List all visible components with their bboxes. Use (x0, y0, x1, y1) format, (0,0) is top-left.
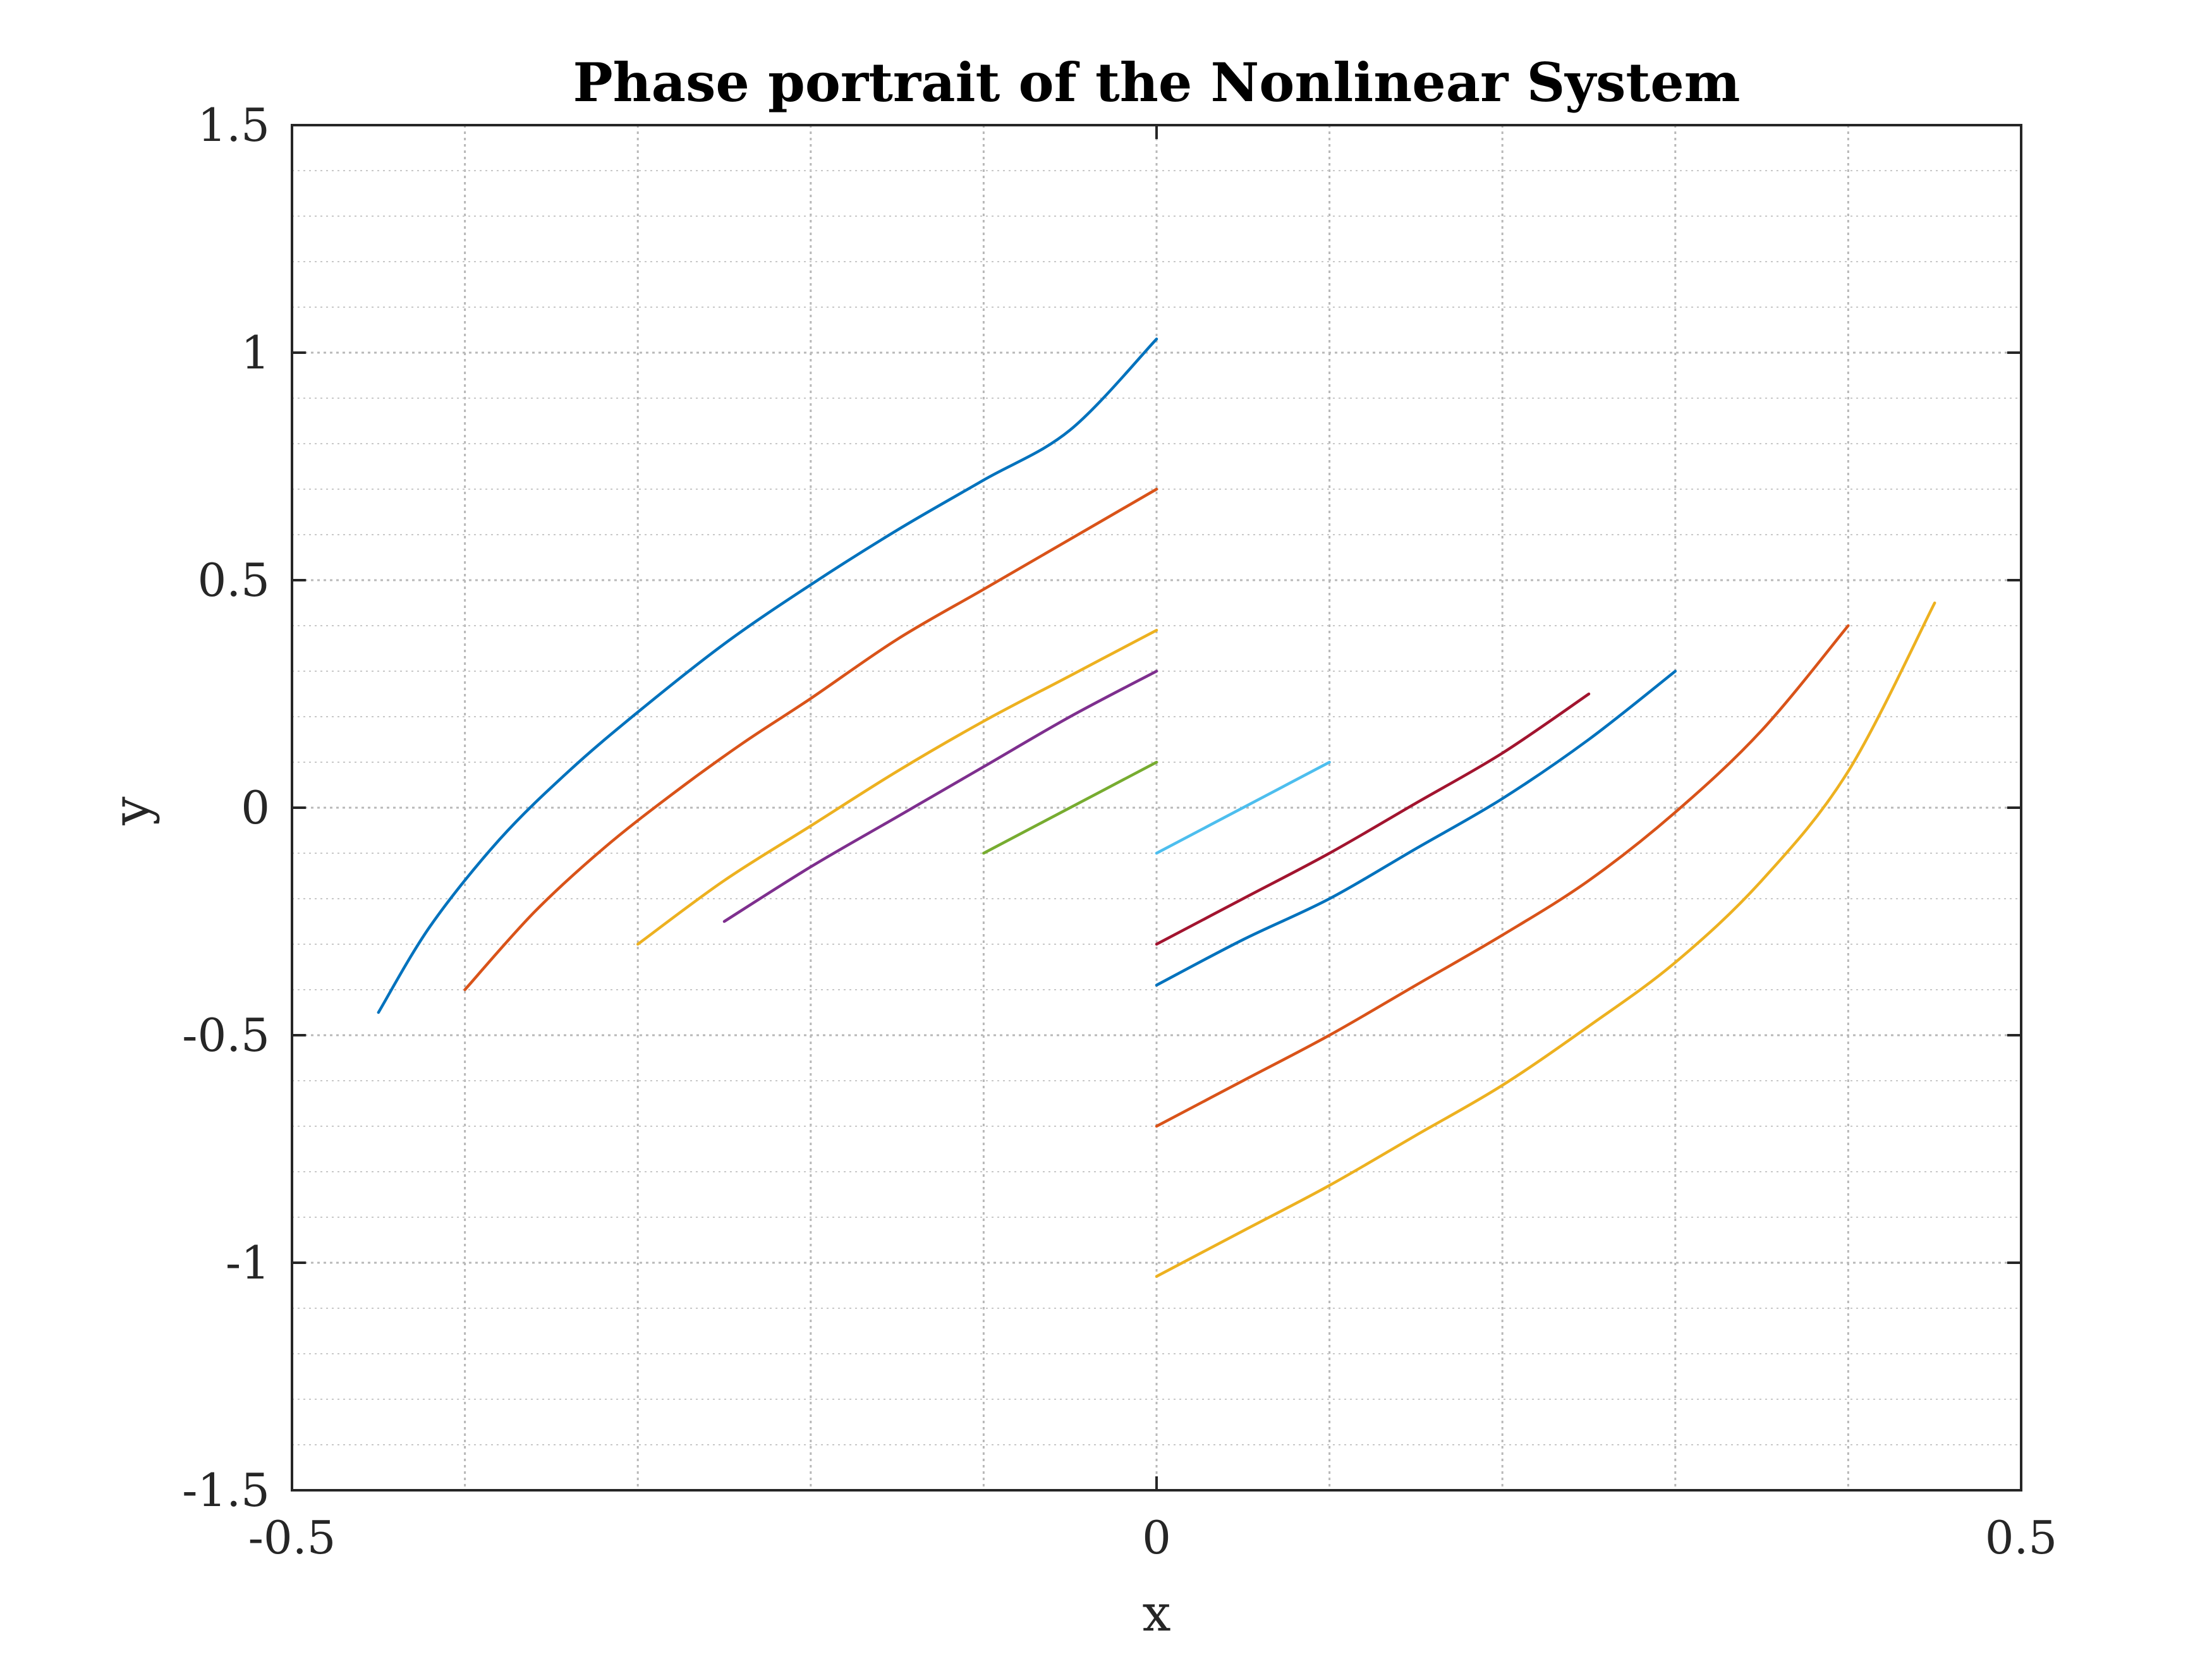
series-line-3 (636, 628, 1158, 946)
y-axis-label: y (102, 796, 161, 825)
tick-layer: -0.5 0 0.5 1.5 1 0.5 0 -0.5 -1 -1.5 (182, 99, 2057, 1564)
y-tick-label: -1.5 (182, 1464, 270, 1517)
y-tick-label: 0 (241, 781, 270, 834)
series-line-6 (1155, 760, 1331, 855)
y-tick-label: -0.5 (182, 1009, 270, 1062)
series-line-4 (722, 669, 1158, 923)
chart-title: Phase portrait of the Nonlinear System (573, 51, 1740, 114)
x-tick-label: 0.5 (1985, 1511, 2058, 1564)
series-line-9 (1155, 624, 1850, 1128)
series-line-1 (377, 337, 1158, 1014)
grid-layer (291, 124, 2022, 1492)
x-axis-label: x (1142, 1584, 1170, 1643)
x-tick-label: -0.5 (248, 1511, 336, 1564)
series-line-10 (1155, 601, 1936, 1278)
series-layer (377, 337, 1936, 1278)
series-line-2 (463, 487, 1158, 992)
y-tick-label: -1 (226, 1236, 270, 1289)
y-tick-label: 1 (241, 326, 270, 379)
series-line-8 (1155, 669, 1677, 987)
y-tick-label: 1.5 (197, 99, 270, 152)
series-line-5 (982, 760, 1158, 855)
x-tick-label: 0 (1142, 1511, 1171, 1564)
y-tick-label: 0.5 (197, 554, 270, 607)
series-line-7 (1155, 692, 1591, 946)
